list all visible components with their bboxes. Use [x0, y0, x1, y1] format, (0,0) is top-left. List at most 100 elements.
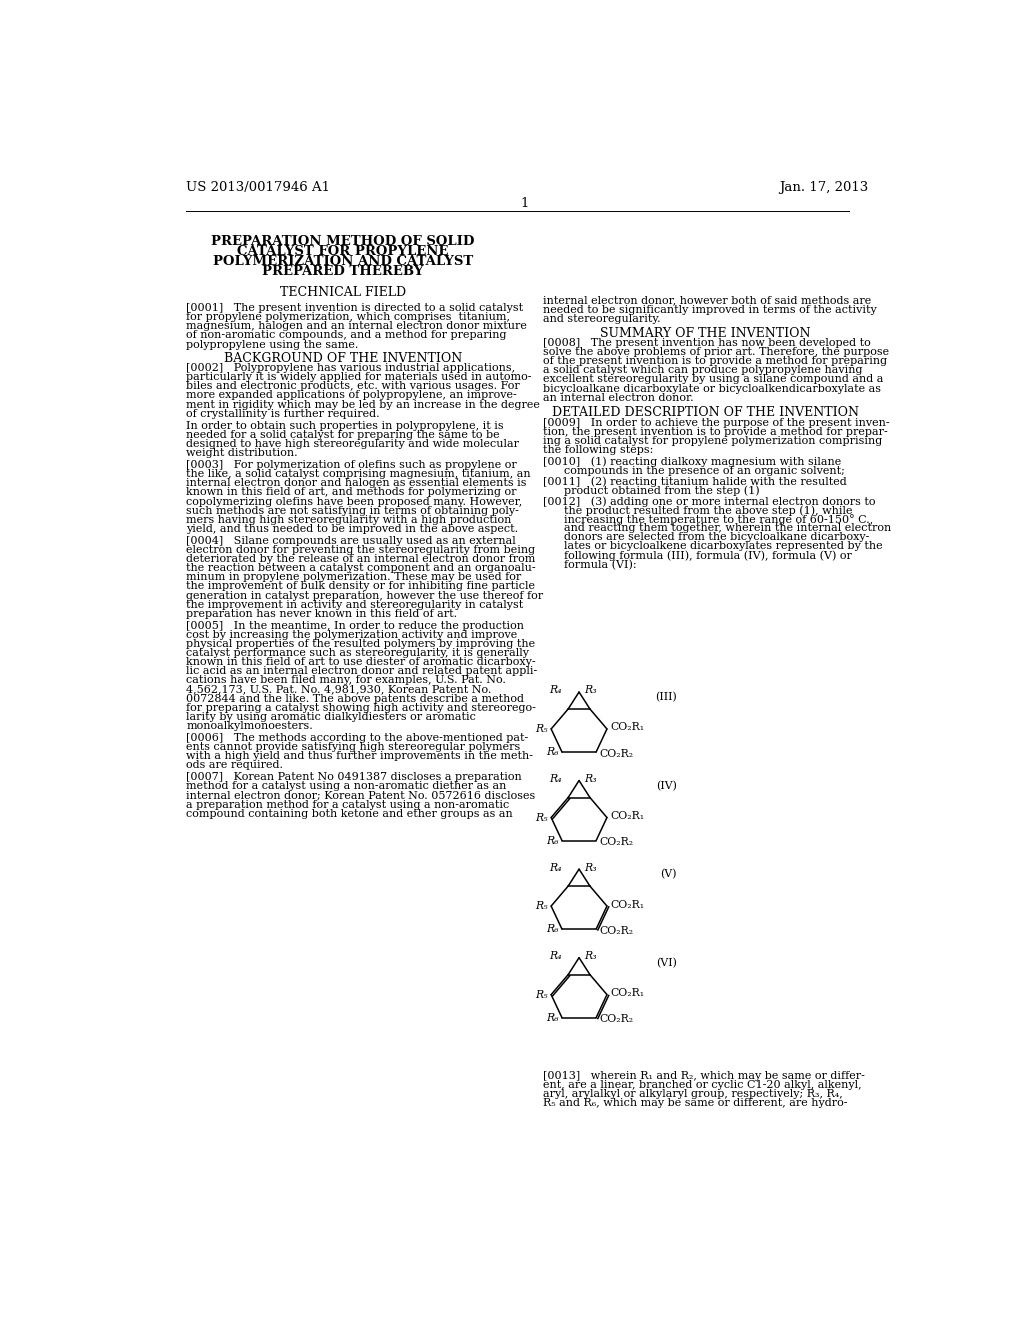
Text: with a high yield and thus further improvements in the meth-: with a high yield and thus further impro… — [186, 751, 534, 762]
Text: compounds in the presence of an organic solvent;: compounds in the presence of an organic … — [564, 466, 845, 475]
Text: bicycloalkane dicarboxylate or bicycloalkendicarboxylate as: bicycloalkane dicarboxylate or bicycloal… — [543, 384, 881, 393]
Text: larity by using aromatic dialkyldiesters or aromatic: larity by using aromatic dialkyldiesters… — [186, 711, 476, 722]
Text: increasing the temperature to the range of 60-150° C.,: increasing the temperature to the range … — [564, 515, 873, 525]
Text: particularly it is widely applied for materials used in automo-: particularly it is widely applied for ma… — [186, 372, 531, 383]
Text: and reacting them together, wherein the internal electron: and reacting them together, wherein the … — [564, 523, 892, 533]
Text: 1: 1 — [520, 197, 529, 210]
Text: aryl, arylalkyl or alkylaryl group, respectively; R₃, R₄,: aryl, arylalkyl or alkylaryl group, resp… — [543, 1089, 843, 1100]
Text: for propylene polymerization, which comprises  titanium,: for propylene polymerization, which comp… — [186, 313, 510, 322]
Text: of the present invention is to provide a method for preparing: of the present invention is to provide a… — [543, 356, 887, 366]
Text: CO₂R₁: CO₂R₁ — [610, 899, 644, 909]
Text: R₄: R₄ — [549, 685, 562, 696]
Text: [0009]   In order to achieve the purpose of the present inven-: [0009] In order to achieve the purpose o… — [543, 418, 889, 428]
Text: [0001]   The present invention is directed to a solid catalyst: [0001] The present invention is directed… — [186, 304, 523, 313]
Text: yield, and thus needed to be improved in the above aspect.: yield, and thus needed to be improved in… — [186, 524, 518, 533]
Text: designed to have high stereoregularity and wide molecular: designed to have high stereoregularity a… — [186, 440, 519, 449]
Text: [0005]   In the meantime, In order to reduce the production: [0005] In the meantime, In order to redu… — [186, 620, 524, 631]
Text: [0002]   Polypropylene has various industrial applications,: [0002] Polypropylene has various industr… — [186, 363, 515, 374]
Text: product obtained from the step (1): product obtained from the step (1) — [564, 486, 760, 496]
Text: magnesium, halogen and an internal electron donor mixture: magnesium, halogen and an internal elect… — [186, 321, 527, 331]
Text: CATALYST FOR PROPYLENE: CATALYST FOR PROPYLENE — [238, 246, 449, 259]
Text: R₃: R₃ — [584, 685, 596, 696]
Text: [0010]   (1) reacting dialkoxy magnesium with silane: [0010] (1) reacting dialkoxy magnesium w… — [543, 457, 841, 467]
Text: R₃: R₃ — [584, 952, 596, 961]
Text: lic acid as an internal electron donor and related patent appli-: lic acid as an internal electron donor a… — [186, 667, 538, 676]
Text: ents cannot provide satisfying high stereoregular polymers: ents cannot provide satisfying high ster… — [186, 742, 520, 752]
Text: CO₂R₂: CO₂R₂ — [599, 837, 633, 847]
Text: DETAILED DESCRIPTION OF THE INVENTION: DETAILED DESCRIPTION OF THE INVENTION — [552, 407, 859, 420]
Text: [0003]   For polymerization of olefins such as propylene or: [0003] For polymerization of olefins suc… — [186, 461, 517, 470]
Text: (IV): (IV) — [655, 781, 677, 791]
Text: known in this field of art to use diester of aromatic dicarboxy-: known in this field of art to use dieste… — [186, 657, 536, 667]
Text: [0013]   wherein R₁ and R₂, which may be same or differ-: [0013] wherein R₁ and R₂, which may be s… — [543, 1071, 864, 1081]
Text: CO₂R₂: CO₂R₂ — [599, 1014, 633, 1024]
Text: internal electron donor and halogen as essential elements is: internal electron donor and halogen as e… — [186, 478, 526, 488]
Text: an internal electron donor.: an internal electron donor. — [543, 392, 693, 403]
Text: known in this field of art, and methods for polymerizing or: known in this field of art, and methods … — [186, 487, 517, 498]
Text: POLYMERIZATION AND CATALYST: POLYMERIZATION AND CATALYST — [213, 255, 473, 268]
Text: Jan. 17, 2013: Jan. 17, 2013 — [779, 181, 868, 194]
Text: compound containing both ketone and ether groups as an: compound containing both ketone and ethe… — [186, 809, 513, 818]
Text: 0072844 and the like. The above patents describe a method: 0072844 and the like. The above patents … — [186, 693, 524, 704]
Text: preparation has never known in this field of art.: preparation has never known in this fiel… — [186, 609, 458, 619]
Text: biles and electronic products, etc. with various usages. For: biles and electronic products, etc. with… — [186, 381, 520, 392]
Text: (III): (III) — [655, 692, 677, 702]
Text: internal electron donor; Korean Patent No. 0572616 discloses: internal electron donor; Korean Patent N… — [186, 791, 536, 800]
Text: electron donor for preventing the stereoregularity from being: electron donor for preventing the stereo… — [186, 545, 536, 556]
Text: and stereoregularity.: and stereoregularity. — [543, 314, 660, 323]
Text: R₃: R₃ — [584, 774, 596, 784]
Text: PREPARATION METHOD OF SOLID: PREPARATION METHOD OF SOLID — [211, 235, 475, 248]
Text: CO₂R₂: CO₂R₂ — [599, 748, 633, 759]
Text: SUMMARY OF THE INVENTION: SUMMARY OF THE INVENTION — [600, 326, 811, 339]
Text: [0004]   Silane compounds are usually used as an external: [0004] Silane compounds are usually used… — [186, 536, 516, 546]
Text: minum in propylene polymerization. These may be used for: minum in propylene polymerization. These… — [186, 573, 521, 582]
Text: R₄: R₄ — [549, 952, 562, 961]
Text: (VI): (VI) — [655, 958, 677, 968]
Text: the improvement of bulk density or for inhibiting fine particle: the improvement of bulk density or for i… — [186, 581, 536, 591]
Text: cost by increasing the polymerization activity and improve: cost by increasing the polymerization ac… — [186, 630, 517, 640]
Text: physical properties of the resulted polymers by improving the: physical properties of the resulted poly… — [186, 639, 536, 649]
Text: more expanded applications of polypropylene, an improve-: more expanded applications of polypropyl… — [186, 391, 517, 400]
Text: 4,562,173, U.S. Pat. No. 4,981,930, Korean Patent No.: 4,562,173, U.S. Pat. No. 4,981,930, Kore… — [186, 685, 492, 694]
Text: [0008]   The present invention has now been developed to: [0008] The present invention has now bee… — [543, 338, 870, 348]
Text: ment in rigidity which may be led by an increase in the degree: ment in rigidity which may be led by an … — [186, 400, 540, 409]
Text: TECHNICAL FIELD: TECHNICAL FIELD — [280, 286, 407, 298]
Text: formula (VI):: formula (VI): — [564, 560, 637, 570]
Text: tion, the present invention is to provide a method for prepar-: tion, the present invention is to provid… — [543, 426, 888, 437]
Text: internal electron donor, however both of said methods are: internal electron donor, however both of… — [543, 296, 870, 305]
Text: for preparing a catalyst showing high activity and stereorego-: for preparing a catalyst showing high ac… — [186, 702, 536, 713]
Text: R₅: R₅ — [536, 813, 548, 822]
Text: [0007]   Korean Patent No 0491387 discloses a preparation: [0007] Korean Patent No 0491387 disclose… — [186, 772, 522, 783]
Text: deteriorated by the release of an internal electron donor from: deteriorated by the release of an intern… — [186, 554, 536, 564]
Text: [0011]   (2) reacting titanium halide with the resulted: [0011] (2) reacting titanium halide with… — [543, 477, 847, 487]
Text: CO₂R₁: CO₂R₁ — [610, 989, 644, 998]
Text: the following steps:: the following steps: — [543, 445, 653, 455]
Text: donors are selected from the bicycloalkane dicarboxy-: donors are selected from the bicycloalka… — [564, 532, 869, 543]
Text: R₅ and R₆, which may be same or different, are hydro-: R₅ and R₆, which may be same or differen… — [543, 1098, 847, 1107]
Text: ing a solid catalyst for propylene polymerization comprising: ing a solid catalyst for propylene polym… — [543, 436, 882, 446]
Text: R₆: R₆ — [546, 924, 559, 935]
Text: catalyst performance such as stereoregularity, it is generally: catalyst performance such as stereoregul… — [186, 648, 529, 659]
Text: R₄: R₄ — [549, 774, 562, 784]
Text: needed to be significantly improved in terms of the activity: needed to be significantly improved in t… — [543, 305, 877, 314]
Text: BACKGROUND OF THE INVENTION: BACKGROUND OF THE INVENTION — [224, 352, 462, 366]
Text: the reaction between a catalyst component and an organoalu-: the reaction between a catalyst componen… — [186, 564, 536, 573]
Text: the improvement in activity and stereoregularity in catalyst: the improvement in activity and stereore… — [186, 599, 523, 610]
Text: method for a catalyst using a non-aromatic diether as an: method for a catalyst using a non-aromat… — [186, 781, 507, 792]
Text: CO₂R₁: CO₂R₁ — [610, 722, 644, 733]
Text: mers having high stereoregularity with a high production: mers having high stereoregularity with a… — [186, 515, 512, 525]
Text: the like, a solid catalyst comprising magnesium, titanium, an: the like, a solid catalyst comprising ma… — [186, 470, 530, 479]
Text: such methods are not satisfying in terms of obtaining poly-: such methods are not satisfying in terms… — [186, 506, 519, 516]
Text: a preparation method for a catalyst using a non-aromatic: a preparation method for a catalyst usin… — [186, 800, 509, 809]
Text: a solid catalyst which can produce polypropylene having: a solid catalyst which can produce polyp… — [543, 366, 862, 375]
Text: of crystallinity is further required.: of crystallinity is further required. — [186, 409, 380, 418]
Text: R₅: R₅ — [536, 990, 548, 999]
Text: excellent stereoregularity by using a silane compound and a: excellent stereoregularity by using a si… — [543, 375, 883, 384]
Text: R₆: R₆ — [546, 1012, 559, 1023]
Text: of non-aromatic compounds, and a method for preparing: of non-aromatic compounds, and a method … — [186, 330, 507, 341]
Text: [0012]   (3) adding one or more internal electron donors to: [0012] (3) adding one or more internal e… — [543, 496, 876, 507]
Text: US 2013/0017946 A1: US 2013/0017946 A1 — [186, 181, 330, 194]
Text: polypropylene using the same.: polypropylene using the same. — [186, 339, 358, 350]
Text: R₆: R₆ — [546, 747, 559, 758]
Text: weight distribution.: weight distribution. — [186, 447, 298, 458]
